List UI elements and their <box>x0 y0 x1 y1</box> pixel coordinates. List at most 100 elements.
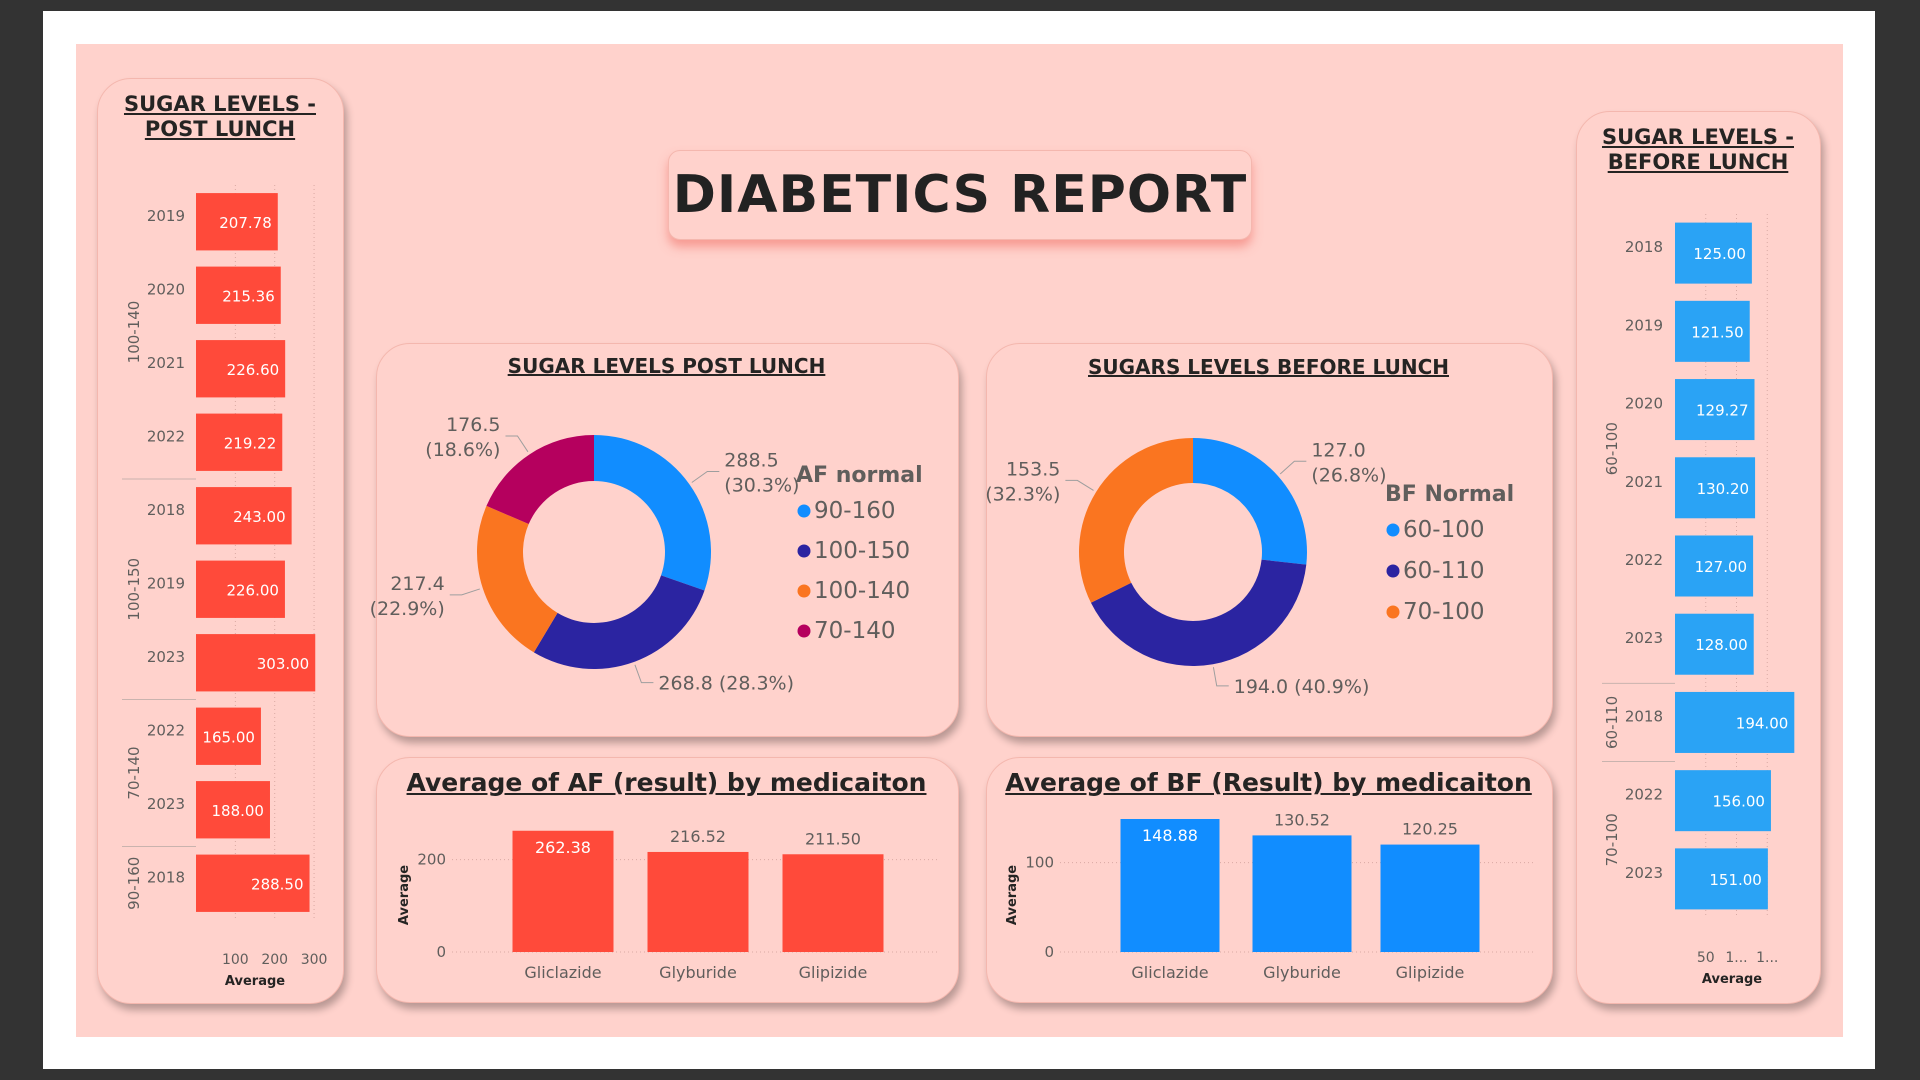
donut-slice <box>1079 438 1193 603</box>
slice-percent-label: (22.9%) <box>370 598 445 620</box>
year-label: 2021 <box>1625 473 1663 491</box>
data-label: 226.60 <box>227 361 280 379</box>
legend-item: 90-160 <box>814 498 895 524</box>
bar <box>1252 835 1352 952</box>
year-label: 2022 <box>1625 551 1663 569</box>
legend-item: 100-140 <box>814 578 910 604</box>
year-label: 2020 <box>147 280 185 298</box>
x-tick-label: 100 <box>222 952 249 968</box>
bar <box>782 854 884 952</box>
slice-percent-label: (18.6%) <box>425 439 500 461</box>
bar <box>196 707 261 765</box>
data-label: 121.50 <box>1691 323 1744 341</box>
year-label: 2023 <box>147 648 185 666</box>
bar <box>1675 691 1795 753</box>
y-tick-label: 0 <box>436 943 446 961</box>
legend-item: 70-100 <box>1403 599 1484 625</box>
year-label: 2023 <box>1625 629 1663 647</box>
bar <box>196 413 283 471</box>
bar <box>512 830 614 952</box>
bar <box>196 340 286 398</box>
year-label: 2023 <box>147 795 185 813</box>
range-group-label: 60-100 <box>1603 422 1621 475</box>
range-group-label: 100-150 <box>125 558 143 621</box>
data-label: 151.00 <box>1709 871 1762 889</box>
x-tick-label: 1... <box>1725 950 1747 966</box>
y-tick-label: 200 <box>417 851 446 869</box>
bar <box>1675 613 1754 675</box>
data-label: 303.00 <box>257 655 310 673</box>
before-lunch-title-line1: SUGAR LEVELS - <box>1601 125 1794 149</box>
data-label: 211.50 <box>805 829 861 848</box>
data-label: 216.52 <box>670 827 726 846</box>
data-label: 130.20 <box>1697 480 1750 498</box>
bar <box>196 560 285 618</box>
bf-medication-title: Average of BF (Result) by medicaiton <box>1005 768 1532 797</box>
report-title: DIABETICS REPORT <box>672 165 1248 225</box>
af-medication-title: Average of AF (result) by medicaiton <box>406 768 927 797</box>
category-label: Gliclazide <box>524 963 601 982</box>
data-label: 188.00 <box>211 802 264 820</box>
leader-line <box>449 588 480 596</box>
year-label: 2018 <box>147 868 185 886</box>
bar <box>1675 457 1756 519</box>
donut-slice <box>1090 559 1307 666</box>
bar <box>647 851 749 952</box>
year-label: 2022 <box>147 721 185 739</box>
data-label: 262.38 <box>535 838 591 857</box>
legend-marker <box>1386 605 1400 619</box>
af-donut-title: SUGAR LEVELS POST LUNCH <box>507 354 826 378</box>
data-label: 120.25 <box>1402 820 1458 839</box>
data-label: 127.00 <box>1695 558 1748 576</box>
y-tick-label: 0 <box>1044 943 1054 961</box>
x-tick-label: 300 <box>301 952 328 968</box>
legend-marker <box>797 584 811 598</box>
bar <box>1675 222 1752 284</box>
year-label: 2018 <box>1625 707 1663 725</box>
donut-slice <box>594 435 711 591</box>
bar <box>1675 535 1754 597</box>
before-lunch-panel-title: SUGAR LEVELS - BEFORE LUNCH <box>1587 125 1809 175</box>
slice-value-label: 127.0 <box>1311 439 1365 461</box>
post-lunch-title-line2: POST LUNCH <box>144 117 296 142</box>
leader-line <box>1212 667 1229 687</box>
leader-line <box>634 664 654 684</box>
leader-line <box>1065 479 1094 491</box>
y-axis-title: Average <box>397 865 412 925</box>
range-group-label: 70-140 <box>125 746 143 799</box>
slice-value-label: 176.5 <box>446 414 500 436</box>
legend-item: 60-110 <box>1403 558 1484 584</box>
data-label: 148.88 <box>1142 826 1198 845</box>
category-label: Glipizide <box>1396 963 1465 982</box>
legend-marker <box>1386 523 1400 537</box>
bar <box>1380 844 1480 952</box>
data-label: 194.00 <box>1736 714 1789 732</box>
year-label: 2020 <box>1625 395 1663 413</box>
data-label: 125.00 <box>1693 245 1746 263</box>
data-label: 243.00 <box>233 508 286 526</box>
legend-item: 100-150 <box>814 538 910 564</box>
post-lunch-panel-title: SUGAR LEVELS - POST LUNCH <box>110 92 330 142</box>
year-label: 2019 <box>1625 316 1663 334</box>
x-tick-label: 200 <box>261 952 288 968</box>
data-label: 130.52 <box>1274 810 1330 829</box>
x-axis-title: Average <box>1702 972 1762 987</box>
slice-value-label: 268.8 (28.3%) <box>658 673 794 695</box>
post-lunch-title-line1: SUGAR LEVELS - <box>123 92 316 116</box>
category-label: Gliclazide <box>1131 963 1208 982</box>
year-label: 2022 <box>147 427 185 445</box>
year-label: 2018 <box>1625 238 1663 256</box>
year-label: 2022 <box>1625 786 1663 804</box>
y-axis-title: Average <box>1005 865 1020 925</box>
slice-percent-label: (32.3%) <box>985 483 1060 505</box>
y-tick-label: 100 <box>1025 854 1054 872</box>
year-label: 2023 <box>1625 864 1663 882</box>
bar <box>196 266 281 324</box>
data-label: 128.00 <box>1695 636 1748 654</box>
category-label: Glyburide <box>1263 963 1341 982</box>
slice-value-label: 288.5 <box>724 449 778 471</box>
legend-marker <box>797 544 811 558</box>
legend-marker <box>797 624 811 638</box>
data-label: 288.50 <box>251 875 304 893</box>
range-group-label: 70-100 <box>1603 813 1621 866</box>
